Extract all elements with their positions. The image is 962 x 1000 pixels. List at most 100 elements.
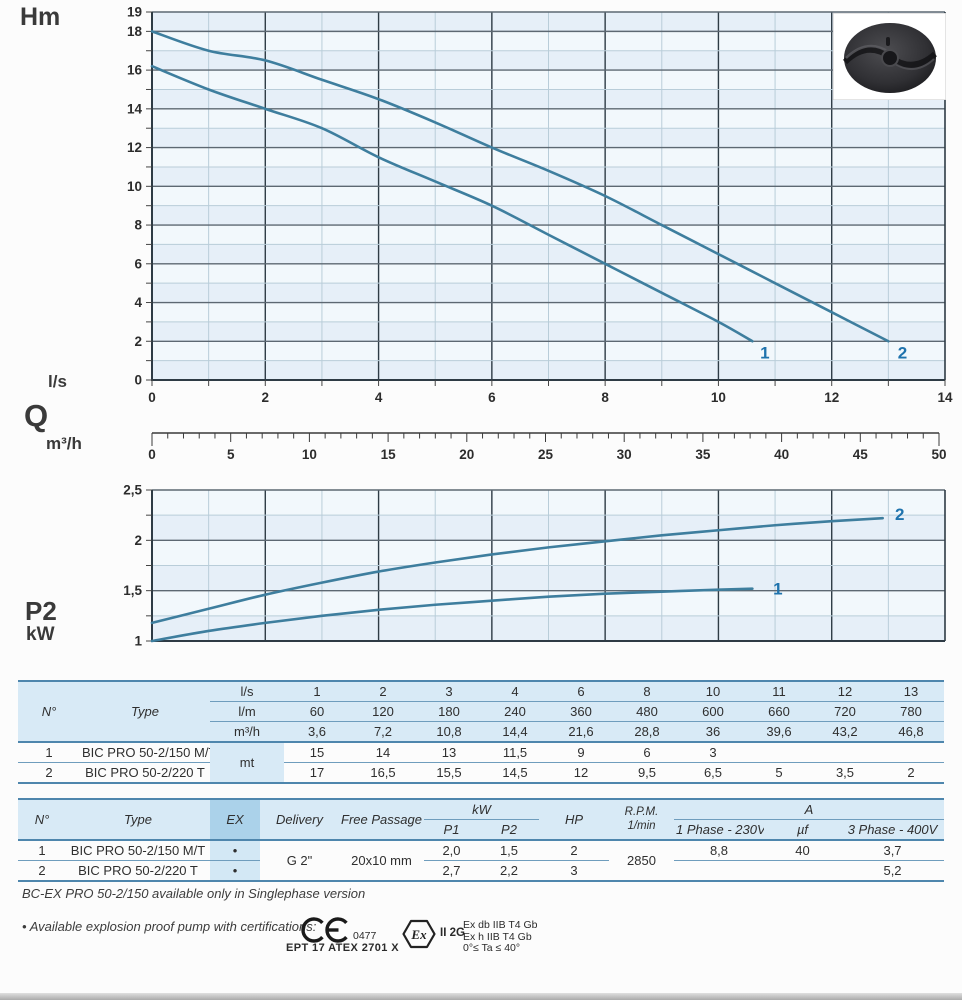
y-tick-label: 0 [134, 373, 142, 388]
table-cell: 120 [350, 701, 416, 722]
curve-label-1: 1 [760, 343, 769, 362]
table-cell: 8 [614, 681, 680, 702]
table-cell: 39,6 [746, 721, 812, 743]
table-cell [674, 860, 764, 882]
table-cell: 5,2 [841, 860, 945, 882]
ex-group-marking: II 2G [440, 927, 465, 939]
table-cell: 12 [548, 762, 614, 784]
table-cell: kW [424, 799, 539, 820]
table-cell: 14,5 [482, 762, 548, 784]
curve-label-2: 2 [898, 343, 907, 362]
table-cell: 2 [350, 681, 416, 702]
table-cell: BIC PRO 50-2/220 T [80, 762, 210, 784]
table-cell: l/s [210, 681, 284, 702]
table-cell: R.P.M. 1/min [609, 799, 674, 841]
bullet-icon: • [22, 919, 27, 934]
m3h-tick-label: 10 [302, 447, 317, 462]
y-tick-label: 1,5 [123, 583, 142, 598]
power-axis-title: P2 [25, 596, 57, 626]
table-cell: P1 [424, 819, 479, 841]
table-cell: N° [18, 799, 66, 841]
table-cell: P2 [479, 819, 539, 841]
table-cell: HP [539, 799, 609, 841]
m3h-secondary-axis: 0 5 10 15 20 25 30 35 40 45 50 [148, 432, 947, 462]
table-cell: 600 [680, 701, 746, 722]
m3h-tick-label: 25 [538, 447, 554, 462]
table-cell: 4 [482, 681, 548, 702]
table-cell: 17 [284, 762, 350, 784]
table-cell: 720 [812, 701, 878, 722]
table-cell: 14 [350, 742, 416, 763]
table-cell: 46,8 [878, 721, 944, 743]
table-cell: 6 [548, 681, 614, 702]
head-axis-title: Hm [20, 3, 61, 31]
curve-2 [150, 30, 890, 343]
table-cell: 13 [878, 681, 944, 702]
explosion-proof-note: • Available explosion proof pump with ce… [22, 919, 316, 934]
m3h-tick-label: 5 [227, 447, 235, 462]
svg-text:Ex: Ex [410, 927, 427, 942]
table-cell: 28,8 [614, 721, 680, 743]
table-cell: Delivery [260, 799, 339, 841]
table-cell: 1 [284, 681, 350, 702]
table-cell: m³/h [210, 721, 284, 743]
table-cell: BIC PRO 50-2/220 T [66, 860, 210, 882]
table-cell: 3 Phase - 400V [841, 819, 945, 841]
x-tick-label: 10 [711, 390, 726, 405]
table-cell: 11 [746, 681, 812, 702]
table-cell [746, 742, 812, 763]
table-cell: G 2" [260, 840, 339, 882]
table-cell: 240 [482, 701, 548, 722]
table-cell: 180 [416, 701, 482, 722]
y-tick-label: 14 [127, 101, 143, 116]
x-tick-label: 2 [262, 390, 270, 405]
table-cell: 21,6 [548, 721, 614, 743]
table-cell: BIC PRO 50-2/150 M/T [66, 840, 210, 861]
table-cell: 15 [284, 742, 350, 763]
impeller-photo [833, 13, 946, 100]
power-unit-label: kW [26, 624, 55, 645]
m3h-tick-label: 15 [381, 447, 397, 462]
table-cell: 5 [746, 762, 812, 784]
x-tick-label: 0 [148, 390, 156, 405]
curve-label-2: 2 [895, 505, 904, 524]
y-tick-label: 2 [134, 334, 142, 349]
table-cell: 16,5 [350, 762, 416, 784]
table-cell: 15,5 [416, 762, 482, 784]
x-tick-label: 6 [488, 390, 496, 405]
y-tick-label: 12 [127, 140, 142, 155]
ex-line: Ex h IIB T4 Gb [463, 930, 532, 943]
table-cell: 3 [539, 860, 609, 882]
table-cell: 2850 [609, 840, 674, 882]
y-tick-label: 1 [134, 634, 142, 649]
ex-line: 0°≤ Ta ≤ 40° [463, 942, 521, 954]
curve-2 [150, 516, 884, 625]
table-cell: 3,7 [841, 840, 945, 861]
y-tick-label: 6 [134, 256, 142, 271]
m3h-tick-label: 45 [853, 447, 869, 462]
table-cell: BIC PRO 50-2/150 M/T [80, 742, 210, 763]
x-tick-label: 8 [601, 390, 609, 405]
table-cell: Free Passage [339, 799, 424, 841]
flow-unit-m3h-label: m³/h [46, 434, 82, 453]
ex-line: Ex db IIB T4 Gb [463, 919, 538, 931]
table-cell: 43,2 [812, 721, 878, 743]
table-cell: 1 [18, 742, 80, 763]
table-cell: 3 [680, 742, 746, 763]
table-cell: 3 [416, 681, 482, 702]
y-tick-label: 2,5 [123, 483, 142, 498]
x-tick-label: 12 [824, 390, 839, 405]
table-cell: 8,8 [674, 840, 764, 861]
y-tick-label: 8 [134, 218, 142, 233]
table-cell: 2 [878, 762, 944, 784]
table-cell [878, 742, 944, 763]
curve-label-1: 1 [773, 580, 782, 599]
ce-mark-icon [301, 917, 348, 943]
table-cell: 2 [539, 840, 609, 861]
table-cell: 6,5 [680, 762, 746, 784]
x-tick-label: 14 [937, 390, 953, 405]
table-cell: mt [210, 742, 284, 784]
m3h-tick-label: 40 [774, 447, 789, 462]
